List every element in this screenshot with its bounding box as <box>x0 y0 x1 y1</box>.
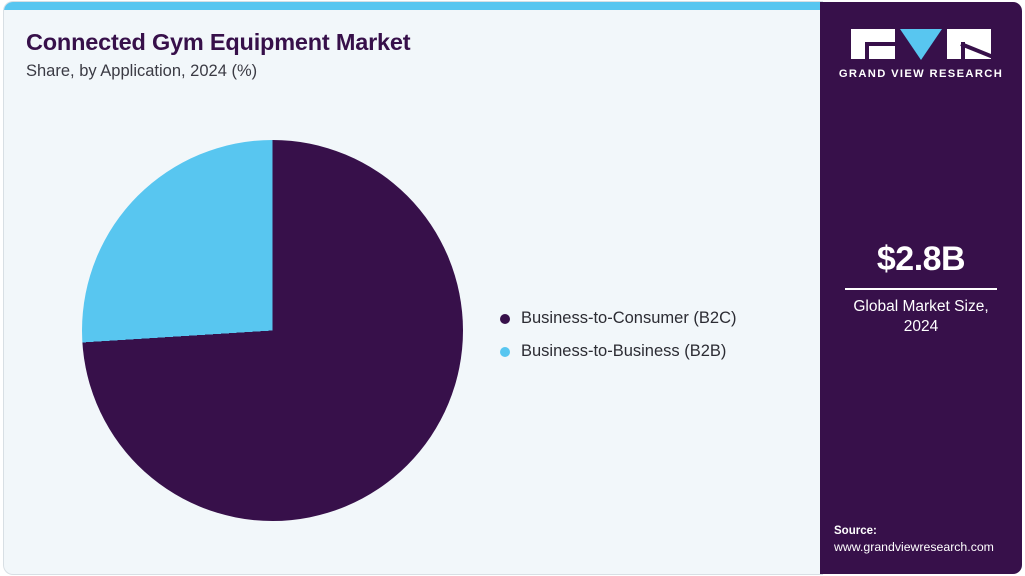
market-size-stat: $2.8B Global Market Size, 2024 <box>820 240 1022 337</box>
logo-g-icon <box>851 29 895 59</box>
page-subtitle: Share, by Application, 2024 (%) <box>26 62 258 80</box>
stat-caption: Global Market Size, 2024 <box>853 298 989 336</box>
chart-legend: Business-to-Consumer (B2C) Business-to-B… <box>500 302 736 368</box>
logo-r-icon <box>947 29 991 59</box>
logo-wordmark: GRAND VIEW RESEARCH <box>838 68 1004 80</box>
stat-value: $2.8B <box>876 240 966 278</box>
source-label: Source: <box>834 524 877 537</box>
source-url[interactable]: www.grandviewresearch.com <box>834 540 994 555</box>
source-footer: Source: www.grandviewresearch.com <box>834 523 1022 556</box>
brand-logo: GRAND VIEW RESEARCH <box>820 29 1022 80</box>
sidebar-panel: GRAND VIEW RESEARCH $2.8B Global Market … <box>820 2 1022 574</box>
top-accent-bar <box>4 2 822 10</box>
stat-divider <box>845 288 997 290</box>
chart-card: Connected Gym Equipment Market Share, by… <box>4 2 822 574</box>
legend-label-b2b: Business-to-Business (B2B) <box>521 342 727 360</box>
legend-label-b2c: Business-to-Consumer (B2C) <box>521 309 737 327</box>
pie-chart <box>82 140 463 521</box>
logo-marks <box>820 29 1022 61</box>
legend-color-swatch-b2c <box>500 313 510 324</box>
page-title: Connected Gym Equipment Market <box>26 29 411 55</box>
pie-slices <box>82 140 463 521</box>
logo-v-triangle-icon <box>900 29 942 60</box>
legend-color-swatch-b2b <box>500 346 510 357</box>
legend-item-b2c[interactable]: Business-to-Consumer (B2C) <box>500 302 736 335</box>
legend-item-b2b[interactable]: Business-to-Business (B2B) <box>500 335 736 368</box>
